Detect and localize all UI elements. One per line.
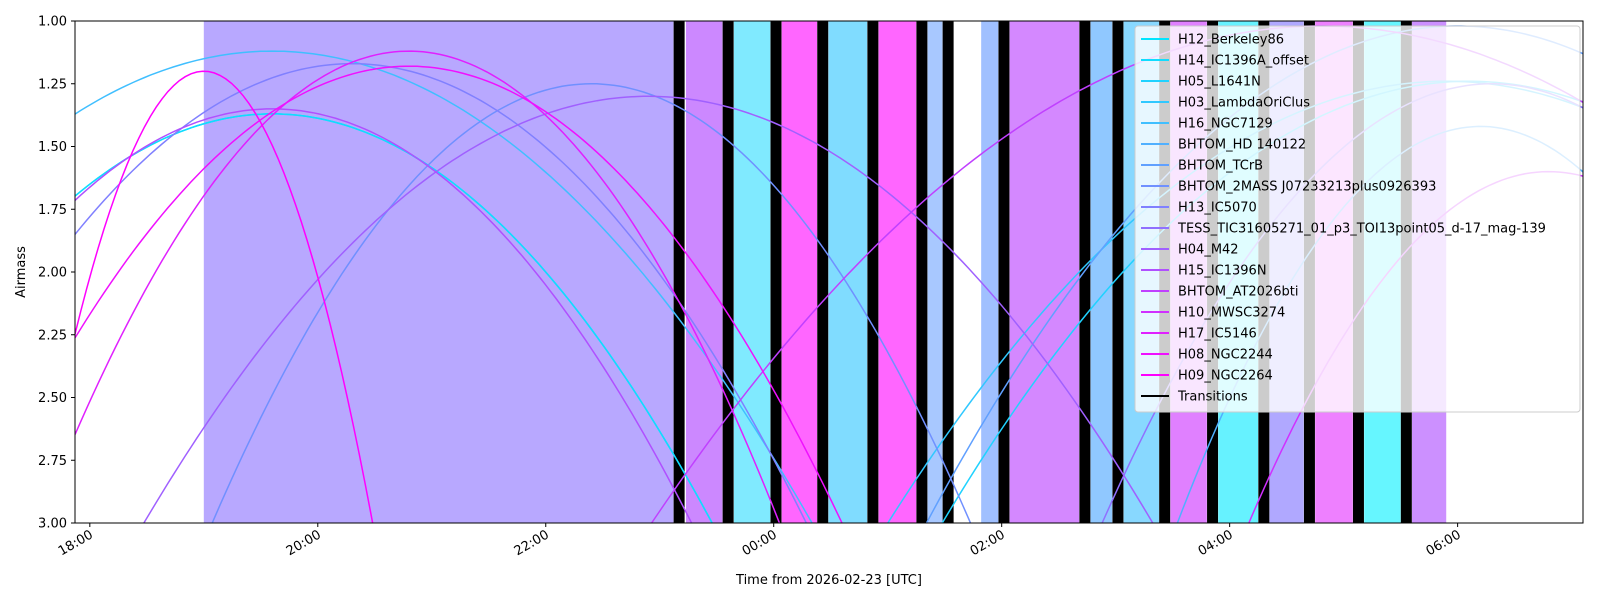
legend-label-10: H04_M42 — [1178, 243, 1239, 258]
y-tick-label-3: 1.75 — [38, 203, 67, 218]
target-band-8 — [1009, 21, 1080, 523]
series-line-7 — [211, 83, 972, 523]
y-axis-label: Airmass — [14, 246, 29, 298]
target-band-5 — [878, 21, 917, 523]
target-band-2 — [733, 21, 771, 523]
series-line-14 — [75, 50, 781, 523]
target-band-3 — [781, 21, 818, 523]
target-band-6 — [927, 21, 943, 523]
series-line-4 — [75, 50, 813, 523]
x-tick-label-2: 22:00 — [512, 527, 552, 559]
y-tick-label-4: 2.00 — [38, 266, 67, 281]
y-axis-ticks: 1.00 1.25 1.50 1.75 2.00 2.25 2.50 2.75 3.00 — [38, 15, 75, 532]
series-line-16 — [75, 70, 374, 523]
series-line-1 — [75, 113, 713, 523]
legend-label-11: H15_IC1396N — [1178, 264, 1267, 279]
x-tick-label-3: 00:00 — [740, 527, 780, 559]
y-tick-label-7: 2.75 — [38, 454, 67, 469]
legend-label-3: H03_LambdaOriClus — [1178, 96, 1310, 111]
x-tick-label-5: 04:00 — [1196, 527, 1236, 559]
legend-label-2: H05_L1641N — [1178, 75, 1261, 90]
x-tick-label-4: 02:00 — [968, 527, 1008, 559]
legend-label-4: H16_NGC7129 — [1178, 117, 1273, 132]
x-axis-ticks: 18:00 20:00 22:00 00:00 02:00 04:00 06:00 — [56, 523, 1464, 559]
legend-label-16: H09_NGC2264 — [1178, 369, 1273, 384]
y-tick-label-0: 1.00 — [38, 15, 67, 30]
y-tick-label-8: 3.00 — [38, 517, 67, 532]
y-tick-label-5: 2.25 — [38, 328, 67, 343]
legend-label-0: H12_Berkeley86 — [1178, 33, 1284, 48]
x-tick-label-0: 18:00 — [56, 527, 96, 559]
x-tick-label-6: 06:00 — [1424, 527, 1464, 559]
y-tick-label-2: 1.50 — [38, 140, 67, 155]
legend-box — [1134, 25, 1581, 413]
target-band-9 — [1090, 21, 1113, 523]
target-band-7 — [981, 21, 999, 523]
x-tick-label-1: 20:00 — [284, 527, 324, 559]
legend-label-6: BHTOM_TCrB — [1178, 159, 1263, 174]
legend-label-14: H17_IC5146 — [1178, 327, 1257, 342]
legend-label-5: BHTOM_HD 140122 — [1178, 138, 1306, 153]
legend-label-15: H08_NGC2244 — [1178, 348, 1273, 363]
target-band-4 — [828, 21, 868, 523]
legend-label-1: H14_IC1396A_offset — [1178, 54, 1309, 69]
legend-label-7: BHTOM_2MASS J07233213plus0926393 — [1178, 180, 1436, 195]
series-line-11 — [75, 108, 693, 523]
legend: H12_Berkeley86 H14_IC1396A_offset H05_L164… — [1134, 25, 1581, 413]
legend-label-9: TESS_TIC31605271_01_p3_TOI13point05_d-17… — [1177, 222, 1546, 237]
legend-label-13: H10_MWSC3274 — [1178, 306, 1285, 321]
y-tick-label-1: 1.25 — [38, 77, 67, 92]
series-line-8 — [75, 62, 808, 523]
series-line-10 — [143, 95, 1154, 523]
x-axis-label: Time from 2026-02-23 [UTC] — [735, 573, 922, 588]
legend-label-12: BHTOM_AT2026bti — [1178, 285, 1298, 300]
y-tick-label-6: 2.50 — [38, 391, 67, 406]
series-line-15 — [75, 65, 843, 523]
legend-label-8: H13_IC5070 — [1178, 201, 1257, 216]
legend-label-17: Transitions — [1177, 390, 1248, 405]
